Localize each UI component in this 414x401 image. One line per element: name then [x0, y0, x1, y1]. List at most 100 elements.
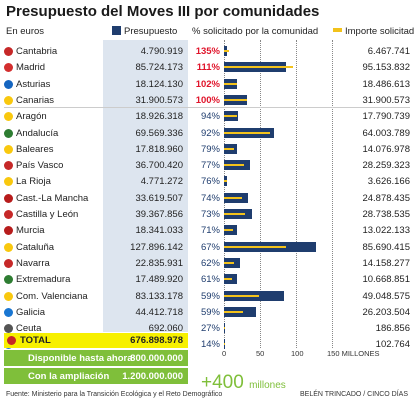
- pct-value: 59%: [200, 290, 220, 302]
- region-name: Murcia: [16, 225, 45, 237]
- pct-value: 111%: [196, 62, 220, 74]
- extension-row: Con la ampliación 1.200.000.000: [4, 368, 188, 384]
- requested-bar: [224, 66, 293, 69]
- pct-value: 71%: [200, 225, 220, 237]
- region-name: Com. Valenciana: [16, 290, 88, 302]
- requested-bar: [224, 147, 235, 150]
- total-row: TOTAL 676.898.978: [4, 333, 188, 348]
- budget-value: 39.367.856: [135, 209, 183, 220]
- extension-label: Con la ampliación: [28, 371, 110, 382]
- requested-bar: [224, 327, 225, 330]
- budget-value: 4.790.919: [140, 46, 183, 57]
- budget-value: 127.896.142: [130, 241, 183, 253]
- requested-value: 95.153.832: [362, 62, 410, 74]
- units-label: En euros: [6, 26, 45, 37]
- requested-bar: [224, 310, 243, 313]
- budget-value: 36.700.420: [135, 160, 183, 172]
- budget-value: 22.835.931: [135, 257, 183, 269]
- region-flag-icon: [4, 210, 13, 219]
- pct-value: 79%: [200, 143, 220, 155]
- region-flag-icon: [4, 63, 13, 73]
- requested-bar: [224, 98, 247, 101]
- extension-value: 1.200.000.000: [122, 371, 183, 382]
- requested-value: 31.900.573: [362, 94, 410, 106]
- pct-value: 76%: [200, 176, 220, 188]
- pct-value: 100%: [195, 94, 220, 106]
- region-name: Castilla y León: [16, 209, 79, 220]
- budget-value: 33.619.507: [135, 192, 183, 204]
- budget-value: 69.569.336: [135, 127, 183, 139]
- grid-line-100: [296, 40, 297, 348]
- source-note: Fuente: Ministerio para la Transición Ec…: [6, 391, 223, 398]
- requested-bar: [224, 229, 234, 232]
- region-flag-icon: [4, 112, 13, 122]
- region-flag-icon: [4, 193, 13, 203]
- region-flag-icon: [4, 161, 13, 171]
- table-row: Aragón 18.926.318 94% 17.790.739: [0, 108, 414, 125]
- table-row: Extremadura 17.489.920 61% 10.668.851: [0, 271, 414, 288]
- region-name: Baleares: [16, 143, 54, 155]
- pct-value: 74%: [200, 192, 220, 204]
- requested-value: 18.486.613: [362, 78, 410, 90]
- region-flag-icon: [4, 324, 13, 334]
- region-flag-icon: [4, 307, 13, 317]
- table-row: Com. Valenciana 83.133.178 59% 49.048.575: [0, 288, 414, 305]
- pct-value: 67%: [200, 241, 220, 253]
- table-row: País Vasco 36.700.420 77% 28.259.323: [0, 157, 414, 174]
- region-name: Galicia: [16, 306, 46, 318]
- requested-bar: [224, 278, 232, 281]
- pct-header: % solicitado por la comunidad: [192, 26, 319, 37]
- budget-value: 17.489.920: [135, 274, 183, 286]
- region-flag-icon: [4, 47, 13, 56]
- region-flag-icon: [4, 144, 13, 154]
- requested-bar: [224, 196, 242, 199]
- table-row: Galicia 44.412.718 59% 26.203.504: [0, 304, 414, 321]
- requested-value: 28.259.323: [362, 160, 410, 172]
- table-row: Asturias 18.124.130 102% 18.486.613: [0, 76, 414, 93]
- pct-value: 102%: [195, 78, 220, 90]
- requested-value: 49.048.575: [362, 290, 410, 302]
- requested-bar: [224, 115, 237, 118]
- region-flag-icon: [4, 128, 13, 138]
- region-name: Aragón: [16, 111, 47, 123]
- requested-value: 28.738.535: [362, 209, 410, 220]
- grid-line-150: [332, 40, 333, 348]
- budget-value: 18.341.033: [135, 225, 183, 237]
- region-name: Navarra: [16, 257, 50, 269]
- requested-value: 14.158.277: [362, 257, 410, 269]
- requested-value: 6.467.741: [367, 46, 410, 57]
- requested-value: 10.668.851: [362, 274, 410, 286]
- region-name: Extremadura: [16, 274, 71, 286]
- pct-value: 73%: [200, 209, 220, 220]
- region-flag-icon: [4, 258, 13, 268]
- requested-bar: [224, 261, 235, 264]
- budget-value: 44.412.718: [135, 306, 183, 318]
- available-row: Disponible hasta ahora 800.000.000: [4, 350, 188, 366]
- requested-bar: [224, 82, 238, 85]
- table-row: Navarra 22.835.931 62% 14.158.277: [0, 255, 414, 272]
- pct-value: 27%: [200, 323, 220, 335]
- x-tick-0: 0: [222, 349, 227, 358]
- region-flag-icon: [4, 79, 13, 89]
- table-row: Madrid 85.724.173 111% 95.153.832: [0, 59, 414, 76]
- requested-value: 24.878.435: [362, 192, 410, 204]
- table-row: Cantabria 4.790.919 135% 6.467.741: [0, 43, 414, 60]
- region-name: Ceuta: [16, 323, 42, 335]
- x-tick-150: 150 MILLONES: [327, 349, 380, 358]
- pct-value: 14%: [200, 339, 220, 351]
- table-row: Andalucía 69.569.336 92% 64.003.789: [0, 125, 414, 142]
- spain-flag-icon: [7, 336, 16, 345]
- requested-bar: [224, 180, 227, 183]
- pct-value: 61%: [200, 274, 220, 286]
- requested-bar: [224, 164, 245, 167]
- pct-value: 135%: [195, 46, 220, 57]
- region-name: Cantabria: [16, 46, 58, 57]
- budget-value: 18.926.318: [135, 111, 183, 123]
- increase-unit: millones: [249, 380, 286, 391]
- region-name: País Vasco: [16, 160, 64, 172]
- region-name: Canarias: [16, 94, 55, 106]
- table-row: Castilla y León 39.367.856 73% 28.738.535: [0, 206, 414, 223]
- budget-column-bg: [103, 40, 188, 332]
- table-row: Murcia 18.341.033 71% 13.022.133: [0, 222, 414, 239]
- credit-note: BELÉN TRINCADO / CINCO DÍAS: [299, 391, 408, 398]
